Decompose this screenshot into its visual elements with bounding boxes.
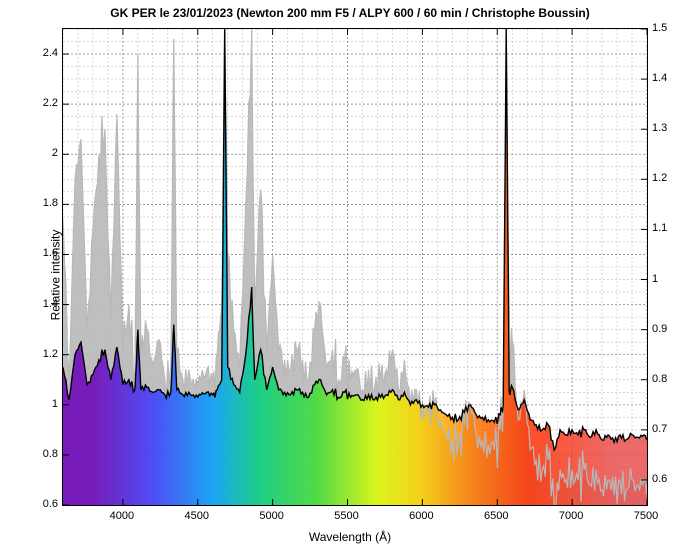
y-tick-label-right: 0.9: [652, 323, 692, 335]
x-tick-label: 6000: [401, 510, 441, 522]
y-tick-label-left: 2.2: [18, 97, 58, 109]
y-tick-label-left: 1.2: [18, 348, 58, 360]
y-tick-label-right: 0.8: [652, 373, 692, 385]
y-tick-label-right: 1: [652, 273, 692, 285]
y-tick-label-left: 1.4: [18, 298, 58, 310]
y-tick-label-right: 1.5: [652, 22, 692, 34]
x-tick-label: 7000: [551, 510, 591, 522]
x-tick-label: 5000: [252, 510, 292, 522]
y-tick-label-right: 1.4: [652, 72, 692, 84]
y-tick-label-left: 0.6: [18, 498, 58, 510]
spectrum-chart: GK PER le 23/01/2023 (Newton 200 mm F5 /…: [0, 0, 700, 550]
y-tick-label-left: 2.4: [18, 47, 58, 59]
y-tick-label-right: 0.7: [652, 423, 692, 435]
x-tick-label: 4000: [102, 510, 142, 522]
chart-title: GK PER le 23/01/2023 (Newton 200 mm F5 /…: [0, 6, 700, 20]
y-tick-label-right: 1.2: [652, 172, 692, 184]
y-tick-label-left: 1.8: [18, 197, 58, 209]
y-tick-label-left: 2: [18, 147, 58, 159]
y-tick-label-right: 0.6: [652, 473, 692, 485]
y-tick-label-left: 1.6: [18, 247, 58, 259]
y-tick-label-right: 1.1: [652, 222, 692, 234]
x-tick-label: 7500: [626, 510, 666, 522]
plot-svg: [63, 29, 647, 505]
y-tick-label-right: 1.3: [652, 122, 692, 134]
x-tick-label: 4500: [177, 510, 217, 522]
x-tick-label: 6500: [476, 510, 516, 522]
y-tick-label-left: 0.8: [18, 448, 58, 460]
y-tick-label-left: 1: [18, 398, 58, 410]
plot-area: [62, 28, 648, 506]
x-tick-label: 5500: [327, 510, 367, 522]
x-axis-label: Wavelength (Å): [0, 530, 700, 544]
